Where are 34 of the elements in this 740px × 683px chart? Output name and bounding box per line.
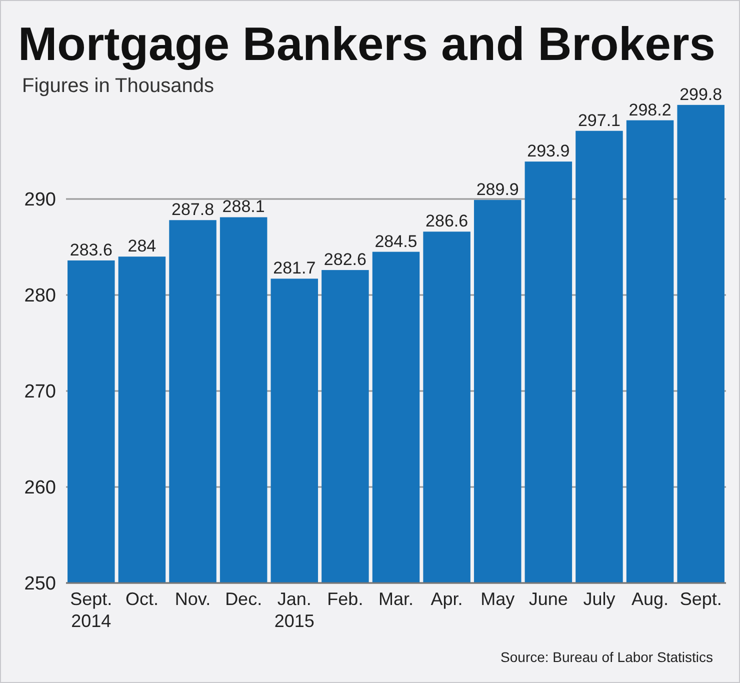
- data-label: 287.8: [171, 200, 214, 220]
- x-tick-label: Aug.: [632, 589, 669, 609]
- x-tick-label: Jan. 2015: [274, 589, 314, 631]
- y-tick-label: 280: [24, 286, 56, 307]
- x-tick-label: Sept. 2014: [70, 589, 112, 631]
- x-tick-label: Mar.: [378, 589, 414, 609]
- data-label: 284.5: [374, 232, 418, 251]
- x-tick-label: Oct.: [125, 589, 158, 609]
- chart-subtitle: Figures in Thousands: [22, 75, 214, 97]
- y-tick-label: 260: [24, 478, 56, 499]
- chart-title: Mortgage Bankers and Brokers: [18, 17, 716, 70]
- x-tick-label: June: [528, 589, 568, 609]
- data-label: 297.1: [578, 110, 621, 130]
- x-tick-label: Sept.: [680, 589, 722, 609]
- data-label: 299.8: [680, 84, 722, 104]
- data-label: 282.6: [324, 250, 366, 270]
- y-tick-label: 290: [24, 190, 56, 211]
- y-tick-label: 270: [24, 382, 56, 403]
- data-label: 293.9: [527, 142, 570, 161]
- x-tick-label: Feb.: [327, 589, 364, 609]
- data-label: 289.9: [476, 180, 519, 199]
- data-label: 283.6: [70, 240, 112, 260]
- y-tick-label: 250: [24, 574, 56, 595]
- data-label: 288.1: [222, 197, 265, 216]
- x-tick-label: Apr.: [430, 589, 463, 609]
- data-label: 298.2: [628, 100, 672, 120]
- data-label: 286.6: [426, 212, 468, 231]
- x-tick-label: Dec.: [225, 589, 262, 609]
- data-label: 284: [128, 236, 156, 256]
- data-label: 281.7: [273, 258, 316, 278]
- x-tick-label: July: [583, 589, 616, 609]
- source-note: Source: Bureau of Labor Statistics: [500, 649, 713, 665]
- x-tick-label: Nov.: [174, 589, 211, 609]
- x-tick-label: May: [480, 589, 515, 609]
